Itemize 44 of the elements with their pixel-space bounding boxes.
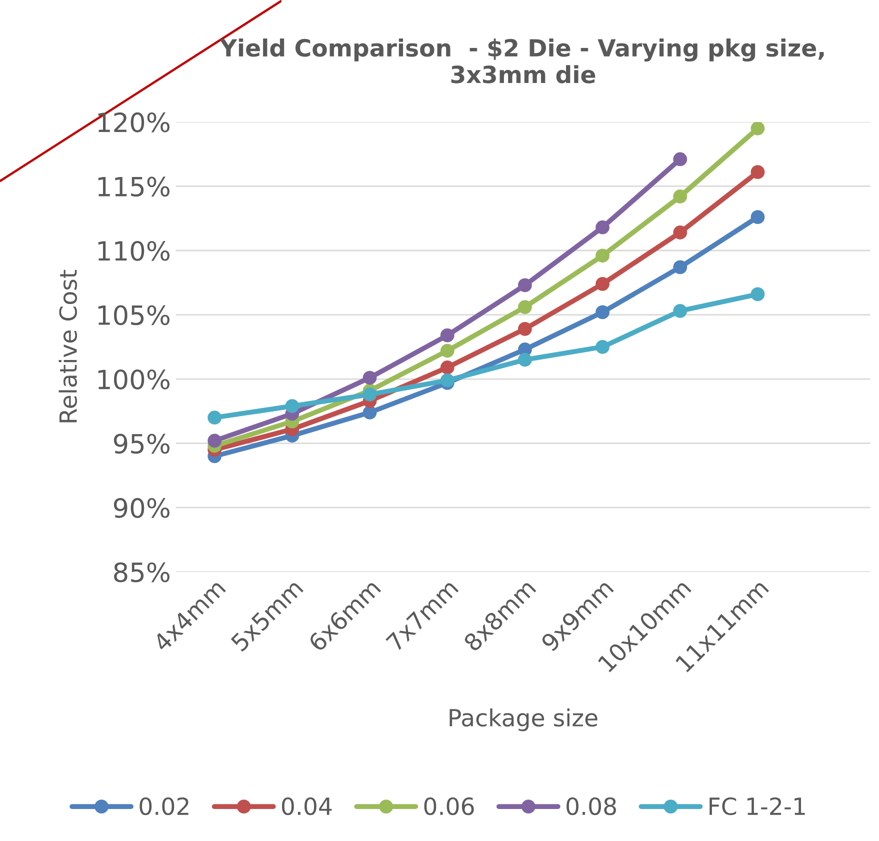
point xyxy=(750,210,765,224)
y-tick-label: 120% xyxy=(98,112,170,132)
point xyxy=(673,260,688,274)
legend-label: 0.04 xyxy=(282,797,332,816)
point xyxy=(208,410,222,425)
point xyxy=(440,344,454,358)
y-tick-label: 100% xyxy=(98,369,170,390)
point xyxy=(596,220,610,234)
point xyxy=(362,388,377,402)
point xyxy=(518,300,532,314)
y-tick-label: 95% xyxy=(114,434,170,454)
y-axis-title: Relative Cost xyxy=(58,270,78,422)
point xyxy=(285,399,300,413)
y-tick-label: 85% xyxy=(114,562,170,582)
legend-label: 0.06 xyxy=(424,797,474,816)
point xyxy=(518,352,532,367)
point xyxy=(750,122,765,136)
point xyxy=(750,287,765,302)
y-tick-label: 90% xyxy=(114,498,170,518)
point xyxy=(596,340,610,354)
point xyxy=(518,322,532,336)
point xyxy=(208,434,222,448)
point xyxy=(440,373,454,388)
point xyxy=(673,304,688,318)
point xyxy=(596,305,610,320)
point xyxy=(673,190,688,204)
legend-label: 0.02 xyxy=(140,797,188,816)
point xyxy=(362,406,377,420)
point xyxy=(440,328,454,342)
x-axis-title: Package size xyxy=(450,708,598,732)
point xyxy=(673,226,688,240)
point xyxy=(596,248,610,263)
y-tick-label: 115% xyxy=(98,176,170,197)
y-tick-label: 105% xyxy=(98,305,170,326)
legend-label: 0.08 xyxy=(566,797,616,816)
point xyxy=(750,165,765,180)
point xyxy=(440,360,454,374)
chart-title: Yield Comparison - $2 Die - Varying pkg size, 3x3mm die xyxy=(220,38,824,84)
point xyxy=(362,370,377,385)
point xyxy=(596,276,610,291)
point xyxy=(673,152,688,166)
y-tick-label: 110% xyxy=(98,240,170,261)
point xyxy=(518,278,532,292)
legend-label: FC 1-2-1 xyxy=(710,797,805,816)
